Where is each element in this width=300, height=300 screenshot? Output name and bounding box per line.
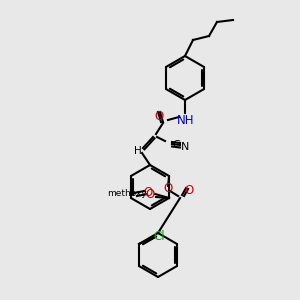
Text: O: O [164, 182, 173, 194]
Text: O: O [143, 185, 153, 199]
Text: methoxy: methoxy [107, 188, 147, 197]
Text: C: C [172, 140, 180, 150]
Text: H: H [134, 146, 142, 156]
Text: O: O [146, 188, 155, 202]
Text: O: O [184, 184, 194, 197]
Text: O: O [154, 110, 164, 122]
Text: Cl: Cl [153, 230, 165, 242]
Text: N: N [181, 142, 189, 152]
Text: NH: NH [177, 114, 195, 127]
